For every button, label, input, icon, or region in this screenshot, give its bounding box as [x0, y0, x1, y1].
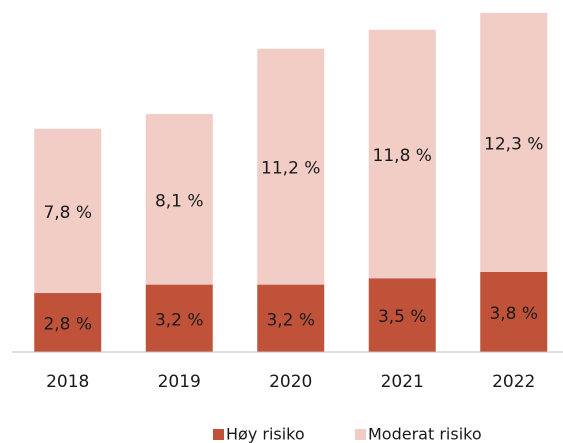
bar-segment [145, 284, 213, 352]
x-tick-label: 2020 [269, 372, 312, 392]
bar-segment [257, 284, 325, 352]
bar-segment [480, 271, 548, 352]
data-label: 8,1 % [155, 191, 204, 211]
bar-segment [34, 128, 102, 294]
bar-segment [257, 48, 325, 285]
legend-swatch [355, 429, 366, 440]
x-tick-label: 2018 [46, 372, 89, 392]
x-tick-label: 2022 [492, 372, 535, 392]
data-label: 11,8 % [373, 146, 432, 166]
data-label: 2,8 % [43, 315, 92, 335]
bar-segment [368, 278, 436, 352]
data-label: 3,5 % [378, 307, 427, 327]
x-tick-label: 2019 [158, 372, 201, 392]
data-label: 7,8 % [43, 203, 92, 223]
data-label: 3,2 % [155, 310, 204, 330]
bar-segment [145, 114, 213, 285]
bar-segment [368, 29, 436, 279]
legend-label: Moderat risiko [368, 425, 482, 443]
bar-segment [480, 12, 548, 272]
bar-segment [34, 293, 102, 352]
x-tick-label: 2021 [381, 372, 424, 392]
legend-swatch [213, 429, 224, 440]
data-label: 11,2 % [261, 159, 320, 179]
data-label: 3,2 % [266, 310, 315, 330]
legend-label: Høy risiko [226, 425, 305, 443]
data-label: 3,8 % [489, 304, 538, 324]
data-label: 12,3 % [484, 134, 543, 154]
